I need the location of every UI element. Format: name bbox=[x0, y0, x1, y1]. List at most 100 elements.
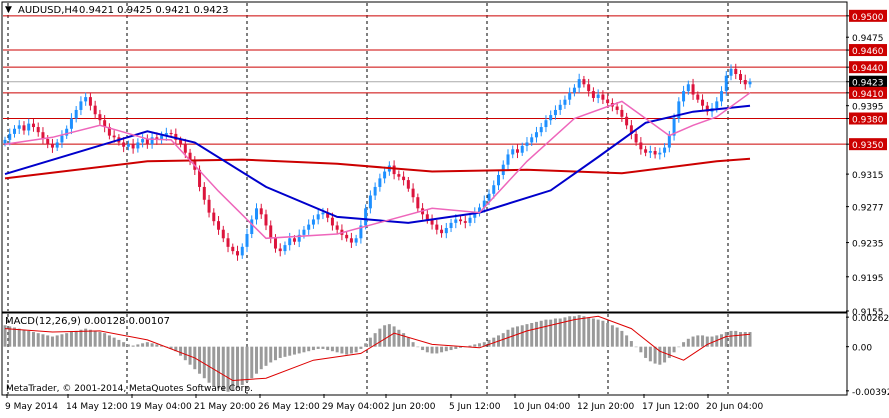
candle-body bbox=[74, 109, 78, 119]
macd-bar bbox=[663, 346, 667, 363]
macd-bar bbox=[245, 346, 249, 382]
candle-body bbox=[145, 139, 149, 145]
macd-bar bbox=[435, 346, 439, 354]
candle-body bbox=[98, 114, 102, 121]
candle-body bbox=[359, 225, 363, 239]
macd-bar bbox=[112, 337, 116, 347]
level-price-badge bbox=[849, 9, 887, 22]
macd-bar bbox=[288, 346, 292, 356]
candle-body bbox=[378, 178, 382, 187]
time-tick-label: 29 May 04:00 bbox=[322, 402, 384, 412]
macd-bar bbox=[572, 316, 576, 347]
macd-bar bbox=[155, 344, 159, 347]
candle-body bbox=[544, 120, 548, 128]
macd-bar bbox=[658, 346, 662, 365]
macd-bar bbox=[482, 342, 486, 347]
candle-body bbox=[316, 214, 320, 220]
macd-bar bbox=[46, 335, 50, 347]
candle-body bbox=[629, 125, 633, 134]
price-tick-label: 0.9315 bbox=[852, 171, 884, 181]
candle-body bbox=[188, 152, 192, 162]
macd-bar bbox=[330, 346, 334, 352]
candle-body bbox=[93, 105, 97, 115]
macd-bar bbox=[65, 333, 69, 347]
price-tick-label: 0.9395 bbox=[852, 103, 884, 113]
macd-bar bbox=[459, 346, 463, 348]
macd-bar bbox=[705, 336, 709, 347]
macd-bar bbox=[440, 346, 444, 353]
macd-bar bbox=[667, 346, 671, 358]
macd-bar bbox=[259, 346, 263, 370]
macd-bar bbox=[264, 346, 268, 366]
candle-body bbox=[492, 185, 496, 194]
macd-bar bbox=[103, 333, 107, 347]
macd-bar bbox=[724, 332, 728, 347]
candle-body bbox=[530, 137, 534, 143]
macd-bar bbox=[591, 318, 595, 347]
price-panel-border bbox=[1, 1, 848, 313]
candle-body bbox=[705, 105, 709, 112]
time-tick-label: 9 May 2014 bbox=[5, 402, 58, 412]
candle-body bbox=[321, 212, 325, 215]
macd-bar bbox=[601, 320, 605, 347]
macd-bar bbox=[150, 343, 154, 347]
candle-body bbox=[160, 135, 164, 140]
price-tick-label: 0.9155 bbox=[852, 308, 884, 318]
macd-bar bbox=[359, 346, 363, 349]
candle-body bbox=[563, 99, 567, 105]
candle-body bbox=[682, 91, 686, 102]
candle-body bbox=[444, 228, 448, 234]
macd-bar bbox=[487, 339, 491, 347]
candle-body bbox=[748, 81, 752, 85]
candle-body bbox=[368, 195, 372, 209]
header-arrow-icon[interactable]: ▼ bbox=[5, 5, 12, 15]
macd-bar bbox=[568, 316, 572, 347]
candle-body bbox=[606, 99, 610, 104]
candle-body bbox=[3, 139, 7, 144]
candle-body bbox=[525, 142, 529, 146]
candle-body bbox=[17, 125, 21, 129]
candle-body bbox=[345, 234, 349, 239]
candle-body bbox=[506, 154, 510, 165]
candles bbox=[3, 63, 752, 261]
candle-body bbox=[677, 101, 681, 119]
ma-slow-line bbox=[4, 157, 751, 180]
price-tick-label: 0.9410 bbox=[852, 90, 884, 100]
macd-axis-labels: 0.00262 0.00 -0.00392 bbox=[846, 314, 889, 398]
macd-bar bbox=[335, 346, 339, 353]
candle-body bbox=[60, 135, 64, 143]
current-price-badge bbox=[849, 75, 887, 88]
macd-bar bbox=[606, 323, 610, 347]
macd-bar bbox=[297, 346, 301, 354]
macd-bar bbox=[539, 320, 543, 347]
candle-body bbox=[454, 219, 458, 223]
macd-bar bbox=[748, 332, 752, 347]
candle-body bbox=[155, 137, 159, 140]
candle-body bbox=[169, 133, 173, 135]
macd-bar bbox=[126, 344, 130, 347]
macd-bar bbox=[430, 346, 434, 354]
candle-body bbox=[653, 151, 657, 155]
candle-body bbox=[715, 101, 719, 109]
macd-bar bbox=[425, 346, 429, 353]
price-tick-label: 0.9235 bbox=[852, 240, 884, 250]
macd-bar bbox=[107, 335, 111, 347]
candle-body bbox=[463, 221, 467, 223]
macd-bar bbox=[55, 335, 59, 347]
time-tick-label: 10 Jun 04:00 bbox=[513, 402, 570, 412]
macd-bar bbox=[610, 325, 614, 347]
candle-body bbox=[297, 234, 301, 242]
candle-body bbox=[141, 139, 145, 143]
macd-bar bbox=[179, 346, 183, 356]
candle-body bbox=[69, 118, 73, 129]
price-tick-label: 0.9277 bbox=[852, 204, 884, 214]
candle-body bbox=[292, 238, 296, 242]
current-price-label: 0.9423 bbox=[852, 79, 884, 89]
ohlc-label: 0.9421 0.9425 0.9421 0.9423 bbox=[79, 5, 229, 16]
candle-body bbox=[478, 207, 482, 213]
macd-histogram bbox=[3, 315, 752, 392]
